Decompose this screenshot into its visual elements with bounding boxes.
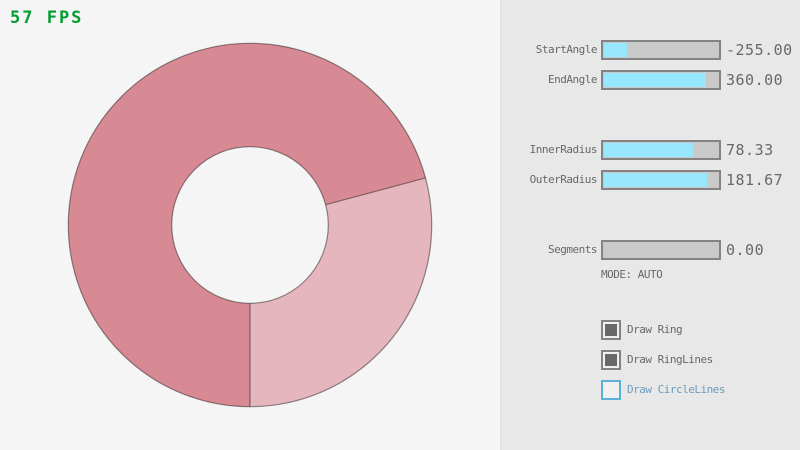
slider-row-segments: Segments 0.00 xyxy=(501,240,800,260)
draw-ringlines-checkbox[interactable] xyxy=(601,350,621,370)
slider-row-outer-radius: OuterRadius 181.67 xyxy=(501,170,800,190)
end-angle-label: EndAngle xyxy=(548,73,597,86)
draw-ring-label: Draw Ring xyxy=(627,323,683,336)
draw-circlelines-label: Draw CircleLines xyxy=(627,383,725,396)
slider-row-end-angle: EndAngle 360.00 xyxy=(501,70,800,90)
ring-sector-double-drawn-arc xyxy=(68,43,426,407)
segments-label: Segments xyxy=(548,243,597,256)
draw-ringlines-label: Draw RingLines xyxy=(627,353,713,366)
checkbox-row-draw-ringlines: Draw RingLines xyxy=(501,350,800,370)
outer-radius-slider-fill xyxy=(604,173,708,187)
ring-inner-line xyxy=(171,146,329,304)
checkbox-row-draw-circlelines: Draw CircleLines xyxy=(501,380,800,400)
end-angle-slider-fill xyxy=(604,73,707,87)
segments-slider[interactable] xyxy=(601,240,721,260)
ring-sector-single-drawn-arc xyxy=(250,177,432,407)
outer-radius-value: 181.67 xyxy=(726,171,784,189)
fps-counter: 57 FPS xyxy=(10,8,84,28)
checkbox-row-draw-ring: Draw Ring xyxy=(501,320,800,340)
inner-radius-slider[interactable] xyxy=(601,140,721,160)
draw-circlelines-checkbox[interactable] xyxy=(601,380,621,400)
inner-radius-slider-fill xyxy=(604,143,693,157)
segments-mode-label: MODE: AUTO xyxy=(601,268,663,281)
control-panel: StartAngle -255.00 EndAngle 360.00 Inner… xyxy=(500,0,800,450)
start-angle-value: -255.00 xyxy=(726,41,793,59)
draw-ring-checkbox-check-icon xyxy=(605,324,617,336)
draw-ringlines-checkbox-check-icon xyxy=(605,354,617,366)
inner-radius-label: InnerRadius xyxy=(529,143,598,156)
end-angle-value: 360.00 xyxy=(726,71,784,89)
start-angle-label: StartAngle xyxy=(535,43,598,56)
start-angle-slider[interactable] xyxy=(601,40,721,60)
outer-radius-label: OuterRadius xyxy=(529,173,598,186)
outer-radius-slider[interactable] xyxy=(601,170,721,190)
end-angle-slider[interactable] xyxy=(601,70,721,90)
ring-outer-line xyxy=(67,42,433,408)
inner-radius-value: 78.33 xyxy=(726,141,774,159)
ring-radial-line-1 xyxy=(325,177,426,206)
draw-ring-checkbox[interactable] xyxy=(601,320,621,340)
slider-row-inner-radius: InnerRadius 78.33 xyxy=(501,140,800,160)
slider-row-start-angle: StartAngle -255.00 xyxy=(501,40,800,60)
ring-visualization xyxy=(67,42,433,408)
start-angle-slider-fill xyxy=(604,43,628,57)
segments-value: 0.00 xyxy=(726,241,765,259)
